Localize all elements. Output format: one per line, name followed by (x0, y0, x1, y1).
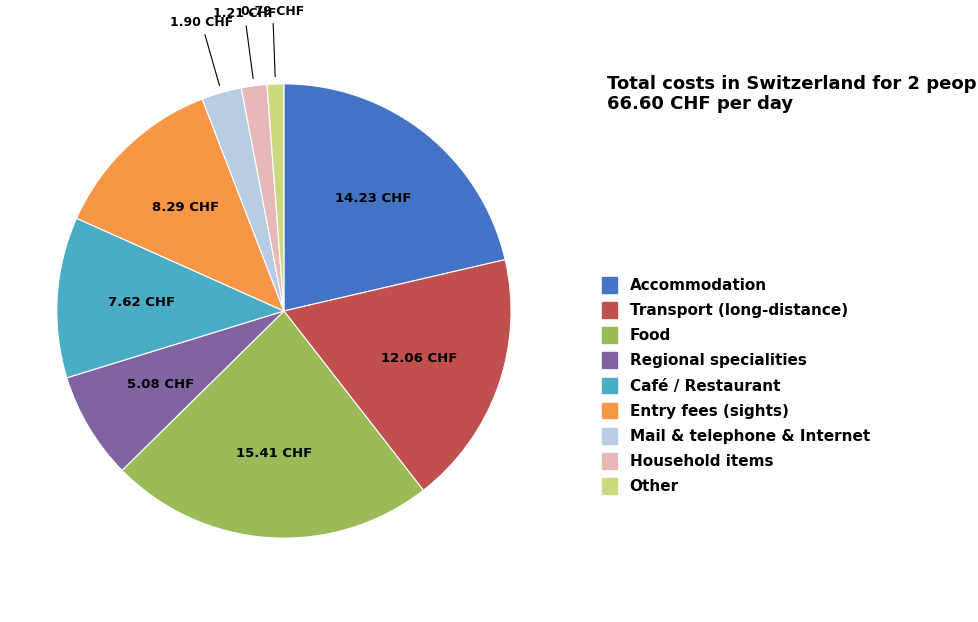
Text: 12.06 CHF: 12.06 CHF (380, 352, 457, 365)
Wedge shape (122, 311, 422, 538)
Wedge shape (267, 84, 284, 311)
Text: 5.08 CHF: 5.08 CHF (127, 378, 195, 391)
Text: 1.21 CHF: 1.21 CHF (212, 7, 276, 78)
Text: 0.79 CHF: 0.79 CHF (241, 5, 304, 77)
Text: 1.90 CHF: 1.90 CHF (170, 16, 233, 86)
Wedge shape (241, 85, 284, 311)
Wedge shape (67, 311, 284, 470)
Text: 14.23 CHF: 14.23 CHF (334, 192, 411, 205)
Wedge shape (202, 88, 284, 311)
Wedge shape (76, 99, 284, 311)
Wedge shape (284, 84, 505, 311)
Text: 15.41 CHF: 15.41 CHF (236, 447, 312, 460)
Legend: Accommodation, Transport (long-distance), Food, Regional specialities, Café / Re: Accommodation, Transport (long-distance)… (596, 271, 875, 500)
Text: 7.62 CHF: 7.62 CHF (108, 296, 174, 309)
Wedge shape (284, 259, 511, 490)
Wedge shape (57, 218, 284, 378)
Text: Total costs in Switzerland for 2 people:
66.60 CHF per day: Total costs in Switzerland for 2 people:… (606, 75, 978, 113)
Text: 8.29 CHF: 8.29 CHF (152, 201, 219, 214)
